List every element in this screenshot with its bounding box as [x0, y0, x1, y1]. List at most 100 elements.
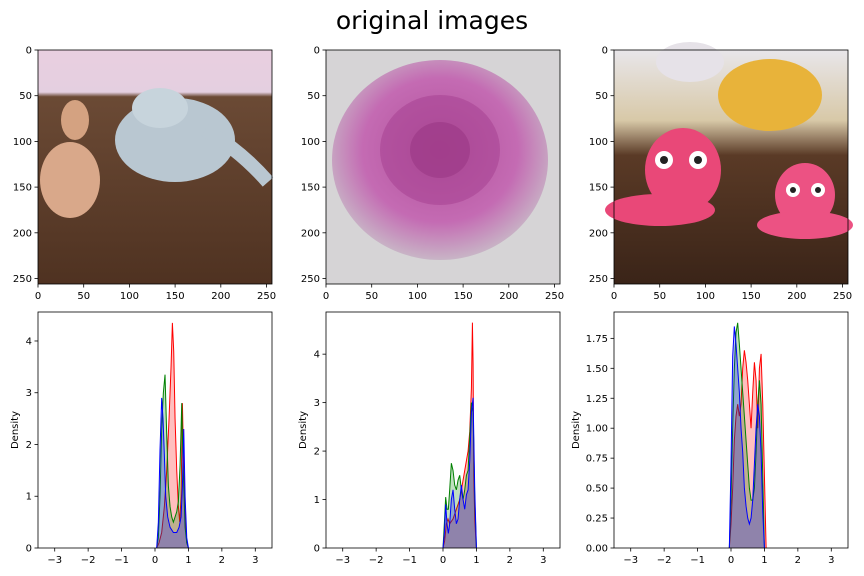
x-tick-label: 3: [540, 555, 546, 566]
x-tick-label: 0: [35, 291, 41, 302]
density-plot-1: −3 −2 −1 0 1 2 3 0 1 2 3 4 Density: [10, 311, 273, 566]
density-line-blue: [156, 397, 189, 549]
x-tick-label: 100: [120, 291, 139, 302]
y-tick-label: 150: [589, 183, 608, 194]
y-tick-label: 2: [26, 440, 32, 451]
y-tick-label: 50: [19, 91, 32, 102]
x-tick-label: 0: [728, 555, 734, 566]
x-tick-label: 3: [828, 555, 834, 566]
density-area-red: [443, 322, 477, 548]
x-tick-label: 50: [653, 291, 666, 302]
x-tick-label: −3: [335, 555, 350, 566]
y-tick-label: 200: [301, 228, 320, 239]
density-area-blue: [156, 397, 189, 548]
density-plot-3: −3 −2 −1 0 1 2 3 0.00 0.25 0.50 0.75 1.00 1.25 1.50 1.…: [571, 311, 849, 566]
x-tick-label: 2: [219, 555, 225, 566]
density-line-green: [728, 322, 765, 549]
y-tick-label: 3: [314, 398, 320, 409]
x-tick-label: 200: [211, 291, 230, 302]
y-tick-label: 0: [602, 46, 608, 57]
x-tick-label: 150: [166, 291, 185, 302]
y-tick-label: 0: [26, 46, 32, 57]
y-tick-label: 100: [589, 137, 608, 148]
y-tick-label: 4: [314, 350, 320, 361]
y-axis-label: Density: [571, 411, 582, 449]
x-tick-label: 1: [761, 555, 767, 566]
x-tick-label: 250: [545, 291, 564, 302]
y-tick-label: 50: [595, 91, 608, 102]
clay-octopus-small: [775, 163, 835, 227]
clay-octopus-large: [645, 128, 721, 212]
x-tick-label: 2: [507, 555, 513, 566]
y-tick-label: 250: [589, 274, 608, 285]
x-tick-label: −2: [657, 555, 672, 566]
y-tick-label: 1.25: [586, 394, 608, 405]
density-area-red: [729, 350, 767, 548]
density-area-green: [156, 374, 189, 548]
y-tick-label: 200: [589, 228, 608, 239]
x-tick-label: 0: [440, 555, 446, 566]
y-tick-label: 0.75: [586, 454, 608, 465]
x-tick-label: 0: [152, 555, 158, 566]
figure-title: original images: [335, 6, 529, 35]
density-area-red: [156, 322, 189, 548]
y-tick-label: 150: [13, 183, 32, 194]
density-line-red: [156, 322, 189, 549]
y-tick-label: 1: [26, 492, 32, 503]
y-tick-label: 150: [301, 183, 320, 194]
x-tick-label: 250: [833, 291, 852, 302]
density-area-blue: [729, 326, 765, 548]
y-tick-label: 2: [314, 447, 320, 458]
y-tick-label: 1.00: [586, 424, 608, 435]
density-area-blue: [443, 397, 477, 548]
y-tick-label: 4: [26, 336, 32, 347]
y-tick-label: 0.25: [586, 514, 608, 525]
x-tick-label: 150: [742, 291, 761, 302]
x-tick-label: 100: [696, 291, 715, 302]
x-tick-label: 250: [257, 291, 276, 302]
y-tick-label: 100: [301, 137, 320, 148]
density-line-green: [442, 402, 477, 549]
y-tick-label: 1.50: [586, 364, 608, 375]
y-tick-label: 0.00: [586, 544, 608, 555]
y-tick-label: 100: [13, 137, 32, 148]
x-tick-label: 0: [611, 291, 617, 302]
y-axis-label: Density: [10, 411, 21, 449]
x-tick-label: 50: [77, 291, 90, 302]
density-line-red: [442, 322, 477, 549]
x-tick-label: 3: [252, 555, 258, 566]
density-line-blue: [442, 397, 477, 549]
x-tick-label: 1: [185, 555, 191, 566]
y-axis-label: Density: [298, 411, 309, 449]
y-tick-label: 200: [13, 228, 32, 239]
x-tick-label: 0: [323, 291, 329, 302]
density-plot-2: −3 −2 −1 0 1 2 3 0 1 2 3 4 Density: [298, 311, 561, 566]
x-tick-label: 1: [473, 555, 479, 566]
y-tick-label: 0: [314, 46, 320, 57]
y-tick-label: 1: [314, 495, 320, 506]
clay-camel: [40, 142, 100, 218]
x-tick-label: 50: [365, 291, 378, 302]
x-tick-label: −3: [623, 555, 638, 566]
x-tick-label: 200: [499, 291, 518, 302]
y-tick-label: 0.50: [586, 484, 608, 495]
x-tick-label: 100: [408, 291, 427, 302]
x-tick-label: −2: [81, 555, 96, 566]
x-tick-label: 2: [795, 555, 801, 566]
density-line-red: [728, 350, 767, 549]
y-tick-label: 50: [307, 91, 320, 102]
x-tick-label: −2: [369, 555, 384, 566]
x-tick-label: −3: [47, 555, 62, 566]
x-tick-label: −1: [402, 555, 417, 566]
y-tick-label: 3: [26, 388, 32, 399]
x-tick-label: 150: [454, 291, 473, 302]
density-line-blue: [728, 326, 765, 549]
y-tick-label: 250: [13, 274, 32, 285]
y-tick-label: 250: [301, 274, 320, 285]
x-tick-label: −1: [114, 555, 129, 566]
